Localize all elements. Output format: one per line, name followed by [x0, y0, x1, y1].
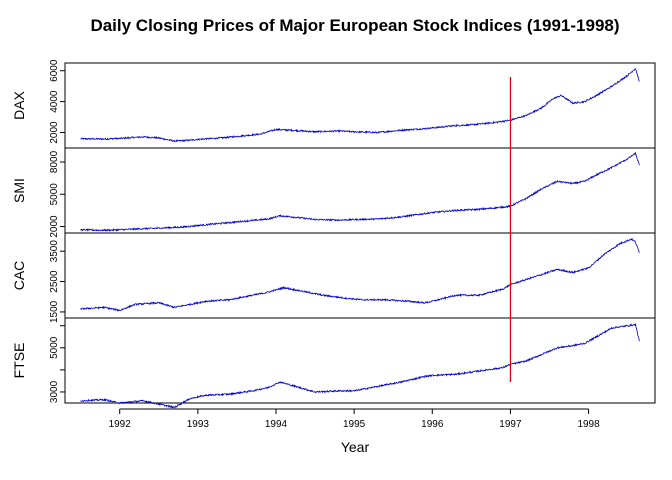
y-tick-label: 3000 — [49, 380, 60, 403]
panel-dax: 2000 4000 6000 DAX — [11, 59, 656, 149]
x-tick-label: 1997 — [499, 419, 522, 430]
x-axis-label: Year — [341, 439, 370, 455]
series-line-dax — [80, 68, 640, 143]
y-tick-label: 2000 — [49, 215, 60, 238]
y-tick-label: 4000 — [49, 90, 60, 113]
y-tick-label: 3500 — [49, 240, 60, 263]
y-tick-label: 5000 — [49, 183, 60, 206]
y-tick-label: 2000 — [49, 121, 60, 144]
x-tick-label: 1992 — [109, 419, 132, 430]
panel-cac: 1500 2500 3500 CAC — [11, 232, 656, 323]
x-tick-label: 1995 — [343, 419, 366, 430]
x-tick-label: 1994 — [265, 419, 288, 430]
panel-frame — [64, 232, 656, 319]
panel-frame — [64, 317, 656, 404]
series-line-cac — [80, 237, 640, 312]
panel-label-smi: SMI — [11, 178, 27, 203]
x-tick-label: 1998 — [577, 419, 600, 430]
y-tick-label: 2500 — [49, 270, 60, 293]
panels-layer: 2000 4000 6000 DAX 2000 5000 8000 SMI 1500 2500 35… — [11, 59, 656, 409]
y-tick-label: 5000 — [49, 336, 60, 359]
panel-label-cac: CAC — [11, 261, 27, 291]
panel-label-dax: DAX — [11, 90, 27, 119]
x-tick-label: 1993 — [187, 419, 210, 430]
panel-smi: 2000 5000 8000 SMI — [11, 147, 656, 238]
y-tick-label: 8000 — [49, 150, 60, 173]
series-line-ftse — [80, 322, 640, 409]
panel-frame — [64, 147, 656, 234]
panel-ftse: 3000 5000 FTSE — [11, 317, 656, 409]
chart-title: Daily Closing Prices of Major European S… — [90, 16, 620, 35]
x-tick-label: 1996 — [421, 419, 444, 430]
y-tick-label: 1500 — [49, 300, 60, 323]
series-line-smi — [80, 151, 640, 232]
x-axis: 1992 1993 1994 1995 1996 1997 1998 — [109, 408, 600, 430]
panel-label-ftse: FTSE — [11, 343, 27, 379]
y-tick-label: 6000 — [49, 59, 60, 82]
panel-frame — [64, 62, 656, 149]
